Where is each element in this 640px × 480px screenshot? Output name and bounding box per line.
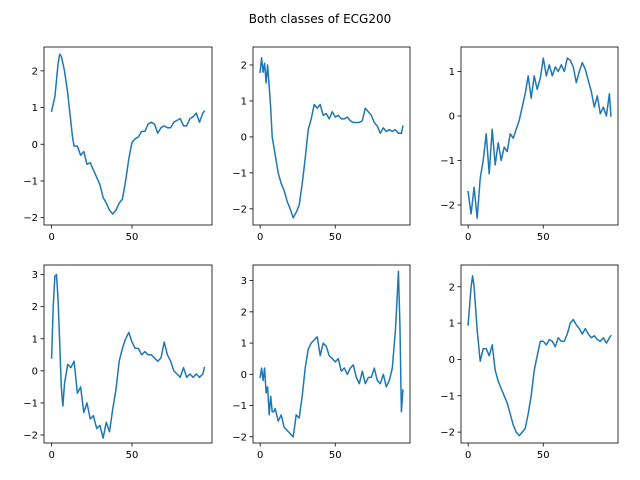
subplot-4: 0 50 −2 −1 0 1 2 3 [23,264,213,461]
y-tick-label: 2 [449,282,455,293]
x-tick-label: 0 [48,232,54,243]
y-tick-label: 0 [32,366,38,377]
x-tick-label: 50 [126,232,139,243]
series-line [50,53,206,215]
y-tick-label: 1 [32,334,38,345]
axes-frame [252,46,411,226]
y-tick-label: 0 [449,355,455,366]
subplot-1: 0 50 −2 −1 0 1 2 [23,46,213,243]
y-tick-label: 3 [32,270,38,281]
series-line [467,57,612,220]
series-line [467,275,612,437]
y-tick-label: −1 [23,398,38,409]
y-tick-label: 0 [32,140,38,151]
y-tick-label: 3 [241,276,247,287]
y-tick-label: −2 [232,432,247,443]
y-tick-label: −1 [440,156,455,167]
y-tick-label: 1 [449,67,455,78]
axes-frame [252,264,411,444]
y-tick-label: −1 [232,168,247,179]
subplot-grid: 0 50 −2 −1 0 1 2 0 50 −2 −1 0 1 2 0 50 −2 −1 0 1 0 50 −2 −1 0 1 2 3… [23,46,619,461]
y-tick-label: −2 [440,200,455,211]
subplot-3: 0 50 −2 −1 0 1 [440,46,619,243]
x-tick-label: 0 [465,450,471,461]
y-tick-label: −1 [440,391,455,402]
x-tick-label: 0 [48,450,54,461]
figure-title: Both classes of ECG200 [249,12,391,26]
y-tick-label: 1 [449,319,455,330]
y-tick-label: 1 [241,339,247,350]
axes-frame [43,264,213,444]
x-tick-label: 0 [465,232,471,243]
y-tick-label: 0 [241,370,247,381]
x-tick-label: 50 [329,232,342,243]
x-tick-label: 50 [329,450,342,461]
x-tick-label: 0 [257,450,263,461]
subplot-2: 0 50 −2 −1 0 1 2 [232,46,411,243]
y-tick-label: 2 [32,302,38,313]
subplot-6: 0 50 −2 −1 0 1 2 [440,264,619,461]
y-tick-label: −1 [232,401,247,412]
y-tick-label: 2 [32,66,38,77]
y-tick-label: 2 [241,60,247,71]
y-tick-label: −1 [23,176,38,187]
series-line [259,270,404,438]
y-tick-label: 1 [241,96,247,107]
x-tick-label: 50 [537,450,550,461]
x-tick-label: 50 [126,450,139,461]
y-tick-label: 0 [241,132,247,143]
series-line [50,273,206,439]
y-tick-label: −2 [23,430,38,441]
y-tick-label: −2 [23,213,38,224]
x-tick-label: 0 [257,232,263,243]
axes-frame [460,46,619,226]
series-line [259,57,404,219]
y-tick-label: 0 [449,111,455,122]
y-tick-label: −2 [440,428,455,439]
y-tick-label: −2 [232,204,247,215]
subplot-5: 0 50 −2 −1 0 1 2 3 [232,264,411,461]
axes-frame [460,264,619,444]
y-tick-label: 1 [32,103,38,114]
y-tick-label: 2 [241,307,247,318]
axes-frame [43,46,213,226]
x-tick-label: 50 [537,232,550,243]
